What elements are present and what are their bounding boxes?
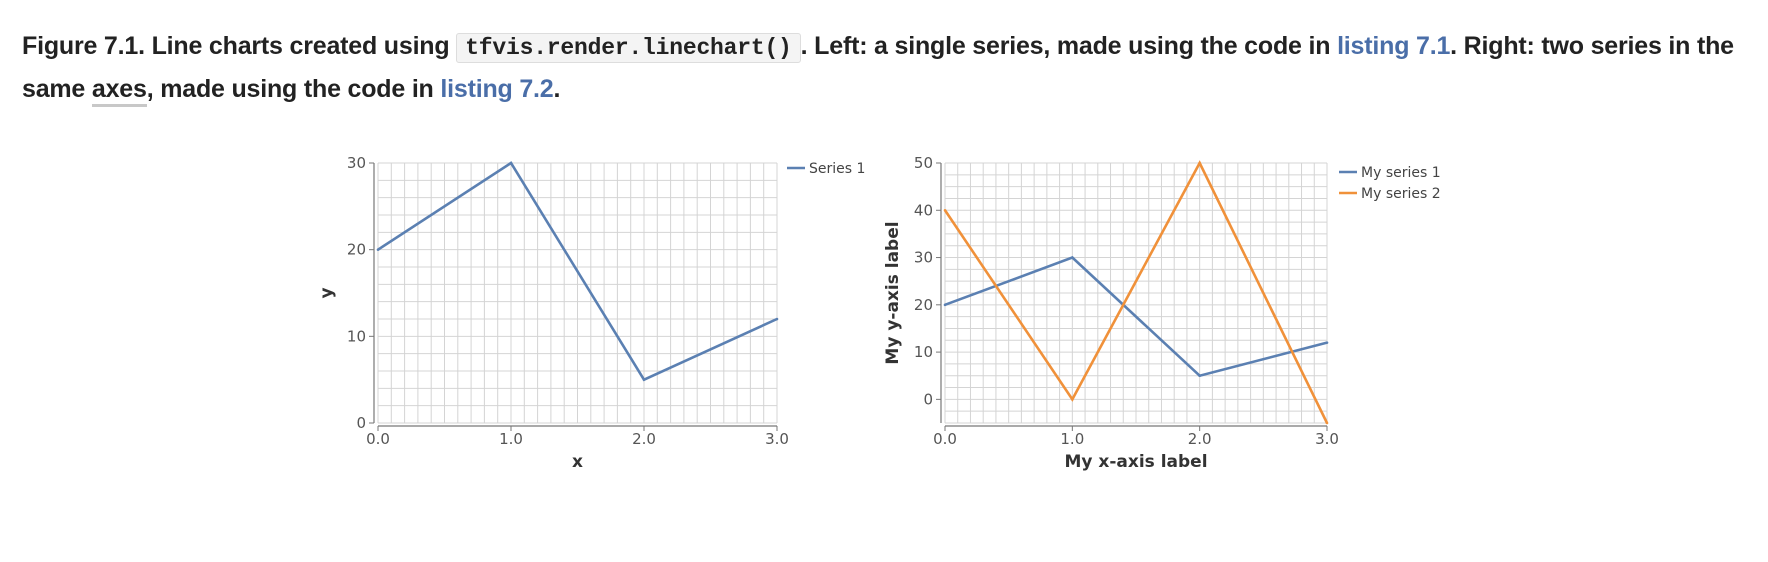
series-line-2: [943, 160, 1329, 424]
caption-after-link1: . Right: two series in the same: [22, 32, 1734, 103]
chart-1: 0 10 20 30 0.0 1.0 2.0 3.0 x y Series 1: [317, 154, 865, 472]
data-point: [1325, 341, 1329, 344]
figure-caption: Figure 7.1. Line charts created using tf…: [22, 26, 1742, 110]
y-tick-label: 20: [914, 296, 933, 314]
chart-2: 0 10 20 30 40 50 0.0 1.0 2.0 3.0 My x-axis label My…: [883, 154, 1441, 472]
data-point: [642, 378, 646, 381]
chart-2-grid: [944, 162, 1328, 424]
y-tick-label: 30: [347, 154, 366, 172]
y-tick-label: 10: [347, 327, 366, 345]
x-tick-label: 3.0: [765, 430, 789, 448]
legend-label: My series 1: [1361, 165, 1441, 181]
data-point: [1198, 161, 1201, 165]
x-tick-label: 3.0: [1315, 430, 1339, 448]
data-point: [943, 303, 947, 307]
x-tick-label: 1.0: [1060, 430, 1084, 448]
caption-axes-word[interactable]: axes: [91, 75, 147, 107]
listing-7-1-link[interactable]: listing 7.1: [1337, 32, 1451, 60]
caption-middle: . Left: a single series, made using the …: [800, 32, 1331, 60]
x-axis-label: x: [572, 452, 583, 472]
x-tick-label: 0.0: [366, 430, 390, 448]
series-line-1: [944, 256, 1328, 378]
legend-label: Series 1: [809, 161, 865, 177]
data-point: [1071, 398, 1074, 401]
y-tick-label: 50: [914, 154, 933, 172]
y-axis-label: y: [317, 287, 337, 298]
data-point: [376, 248, 380, 251]
data-point: [509, 161, 513, 165]
x-tick-label: 1.0: [499, 430, 523, 448]
caption-prefix: Figure 7.1. Line charts created using: [22, 32, 450, 60]
y-tick-label: 40: [914, 201, 933, 219]
data-point: [775, 317, 779, 321]
caption-after-axes: , made using the code in: [146, 75, 434, 103]
y-tick-label: 0: [356, 414, 366, 432]
y-tick-label: 20: [347, 241, 366, 259]
y-axis-label: My y-axis label: [883, 221, 903, 364]
series-line-1: [377, 161, 778, 382]
x-tick-label: 2.0: [1188, 430, 1212, 448]
y-tick-label: 0: [923, 390, 933, 408]
x-axis-label: My x-axis label: [1064, 452, 1207, 472]
listing-7-2-link[interactable]: listing 7.2: [440, 75, 554, 103]
chart-1-grid: [377, 162, 778, 424]
legend-label: My series 2: [1361, 186, 1441, 202]
data-point: [1198, 374, 1201, 378]
data-point: [943, 208, 947, 212]
x-tick-label: 2.0: [632, 430, 656, 448]
y-tick-label: 10: [914, 343, 933, 361]
y-tick-label: 30: [914, 249, 933, 267]
data-point: [1071, 256, 1074, 259]
caption-end: .: [553, 75, 561, 103]
caption-code: tfvis.render.linechart(): [456, 33, 801, 63]
x-tick-label: 0.0: [933, 430, 957, 448]
data-point: [1325, 421, 1329, 425]
